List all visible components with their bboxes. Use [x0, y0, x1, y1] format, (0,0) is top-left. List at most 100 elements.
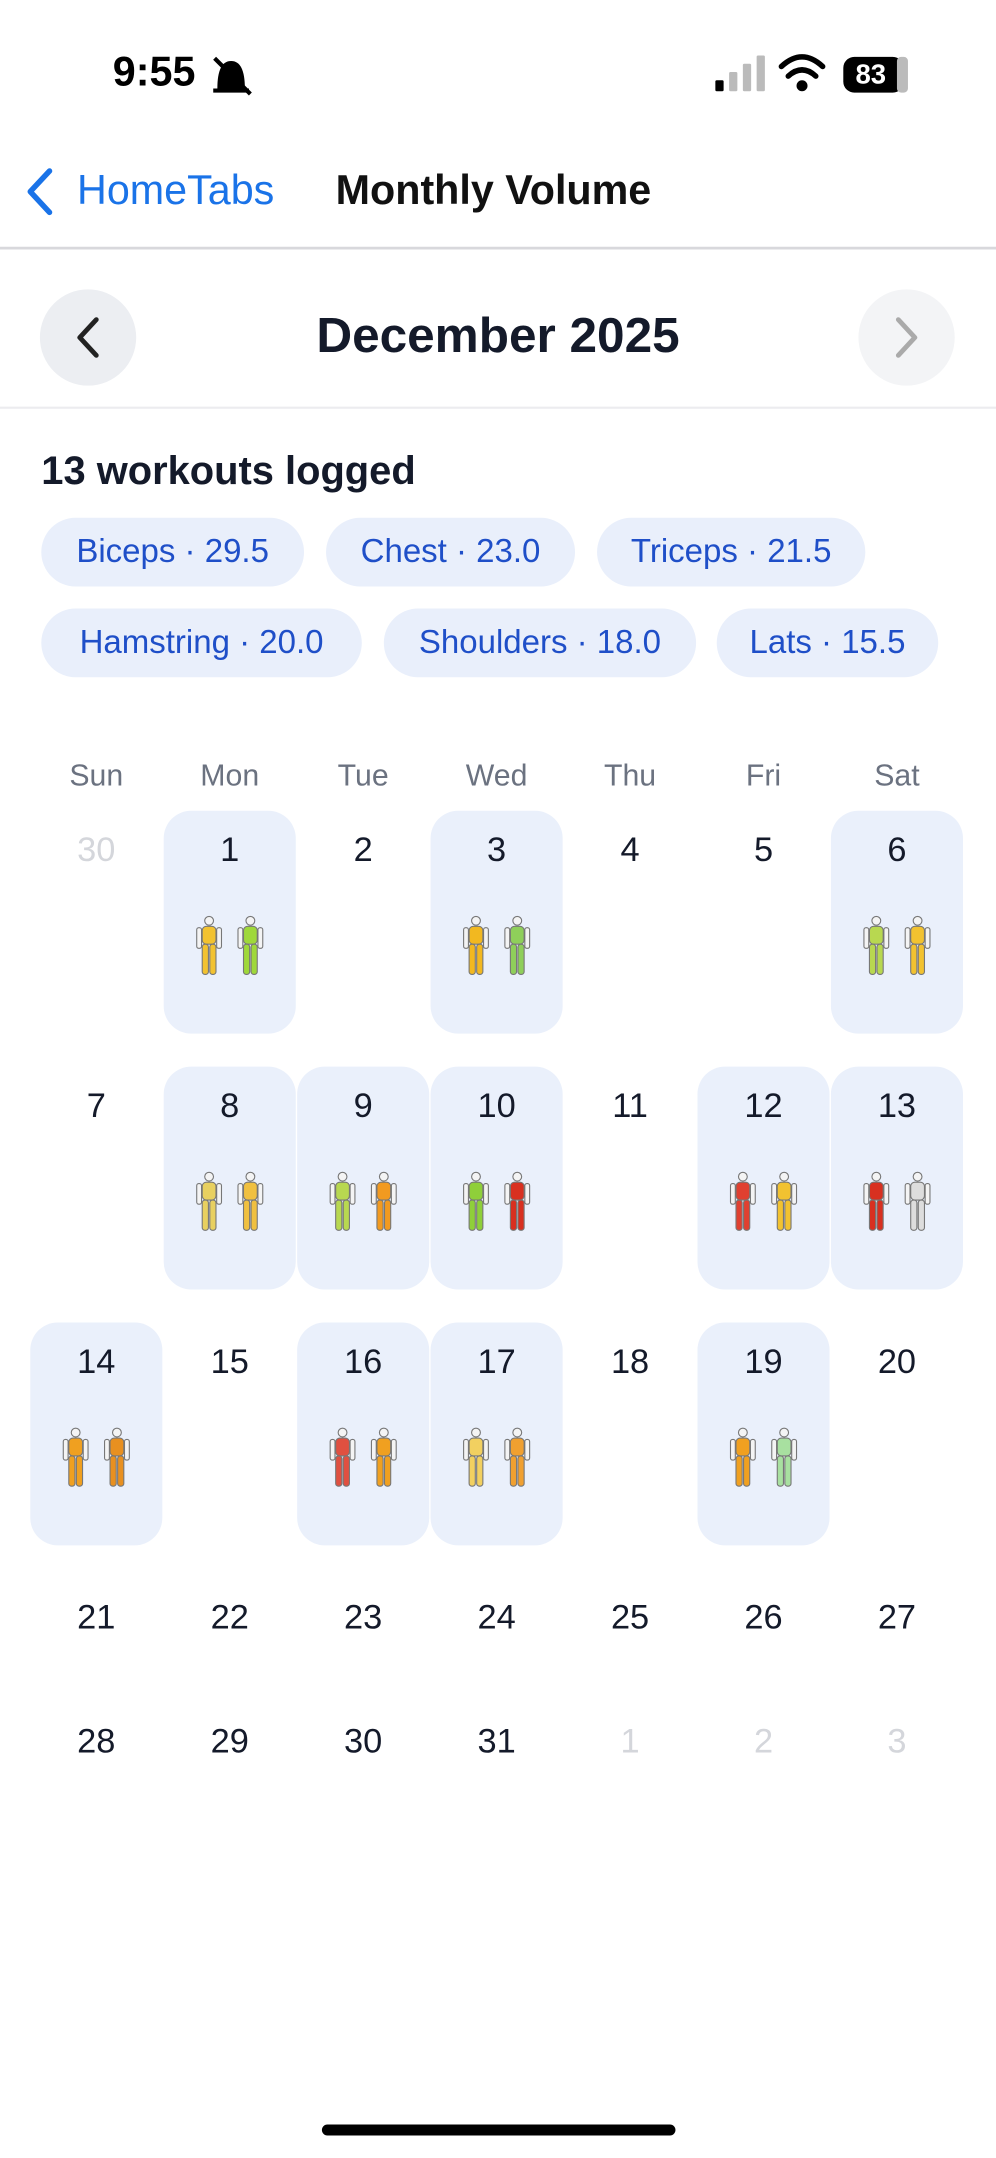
figure-head	[871, 1171, 882, 1182]
month-title: December 2025	[316, 308, 679, 363]
figure-leg	[476, 1455, 484, 1487]
figure-arm	[463, 927, 469, 949]
chip-label: Shoulders · 18.0	[419, 623, 661, 660]
back-chevron[interactable]	[27, 168, 53, 216]
figure-arm	[123, 1438, 130, 1461]
figure-torso	[335, 1181, 350, 1201]
workout-cell[interactable]	[830, 810, 963, 1034]
figure-arm	[483, 1438, 489, 1461]
figure-arm	[370, 1183, 377, 1205]
figure-arm	[729, 1438, 736, 1461]
figure-torso	[509, 925, 525, 945]
figure-arm	[257, 927, 264, 949]
figure-leg	[917, 1199, 926, 1231]
workout-cell[interactable]	[430, 1066, 563, 1290]
day-number: 17	[477, 1343, 515, 1381]
chip-label: Chest · 23.0	[361, 532, 541, 569]
muscle-figures	[329, 1427, 397, 1487]
prev-month[interactable]	[39, 289, 137, 386]
workout-cell[interactable]	[430, 1322, 563, 1546]
workout-cell[interactable]	[163, 1066, 296, 1290]
figure-arm	[329, 1183, 336, 1205]
chip	[326, 517, 576, 587]
figure-head	[779, 1171, 790, 1182]
figure-head	[512, 915, 523, 926]
figure-torso	[468, 1181, 484, 1201]
figure-leg	[383, 1455, 392, 1487]
figure-arm	[216, 927, 223, 949]
workout-cell[interactable]	[430, 810, 563, 1034]
workout-cell[interactable]	[697, 1066, 830, 1290]
day-number: 10	[477, 1087, 515, 1125]
weekday: Wed	[466, 760, 528, 793]
back-button[interactable]: HomeTabs	[77, 167, 274, 213]
day-number: 16	[344, 1343, 382, 1381]
figure-arm	[883, 1183, 890, 1205]
figure-arm	[196, 927, 203, 949]
figure-arm	[349, 1183, 356, 1205]
figure-torso	[735, 1181, 751, 1201]
figure-torso	[868, 925, 884, 945]
chip	[597, 517, 866, 587]
figure-leg	[335, 1199, 343, 1231]
day-number: 4	[621, 831, 640, 869]
status-time: 9:55	[113, 49, 196, 95]
figure-leg	[735, 1455, 743, 1487]
chip	[41, 517, 305, 587]
figure-arm	[62, 1438, 69, 1461]
next-chevron	[895, 317, 918, 358]
figure-head	[378, 1171, 389, 1182]
figure-torso	[201, 1181, 217, 1201]
figure-leg	[910, 1199, 918, 1231]
figure-leg	[201, 1199, 209, 1231]
figure-torso	[509, 1181, 525, 1201]
next-month[interactable]	[858, 289, 955, 386]
figure-leg	[250, 943, 258, 975]
figure-head	[204, 915, 215, 926]
figure-torso	[776, 1437, 792, 1457]
figure-leg	[509, 1199, 518, 1231]
figure-arm	[771, 1438, 778, 1461]
figure-leg	[68, 1455, 76, 1487]
figure-leg	[517, 1455, 525, 1487]
workout-cell[interactable]	[163, 810, 296, 1034]
day-number: 5	[754, 831, 773, 869]
figure-head	[512, 1427, 523, 1438]
figure-arm	[237, 927, 244, 949]
day-number: 27	[878, 1599, 916, 1637]
figure-arm	[904, 927, 911, 949]
figure-arm	[883, 927, 890, 949]
figure-leg	[876, 1199, 884, 1231]
figure-arm	[791, 1438, 798, 1461]
chip	[41, 608, 362, 678]
figure-head	[378, 1427, 389, 1438]
figure-leg	[342, 1199, 350, 1231]
figure-leg	[776, 1455, 785, 1487]
workout-cell[interactable]	[297, 1322, 430, 1546]
figure-arm	[863, 927, 870, 949]
chip-label: Triceps · 21.5	[631, 532, 832, 569]
figure-head	[512, 1171, 523, 1182]
figure-leg	[509, 1455, 518, 1487]
figure-leg	[209, 943, 217, 975]
summary: 13 workouts logged	[41, 449, 415, 493]
figure-arm	[483, 927, 489, 949]
weekday: Thu	[604, 760, 656, 793]
figure-torso	[68, 1437, 84, 1457]
figure-arm	[771, 1183, 778, 1205]
figure-torso	[376, 1437, 392, 1457]
signal-icon	[715, 55, 765, 92]
figure-leg	[868, 1199, 877, 1231]
day-number: 15	[211, 1343, 249, 1381]
muscle-figures	[863, 1171, 931, 1231]
workout-cell[interactable]	[30, 1322, 163, 1546]
figure-leg	[342, 1455, 350, 1487]
day-number: 30	[77, 831, 115, 869]
muscle-figures	[463, 1427, 531, 1487]
workout-cell[interactable]	[697, 1322, 830, 1546]
figure-leg	[476, 1199, 484, 1231]
muscle-figures	[196, 1171, 264, 1231]
workout-cell[interactable]	[830, 1066, 963, 1290]
workout-cell[interactable]	[297, 1066, 430, 1290]
